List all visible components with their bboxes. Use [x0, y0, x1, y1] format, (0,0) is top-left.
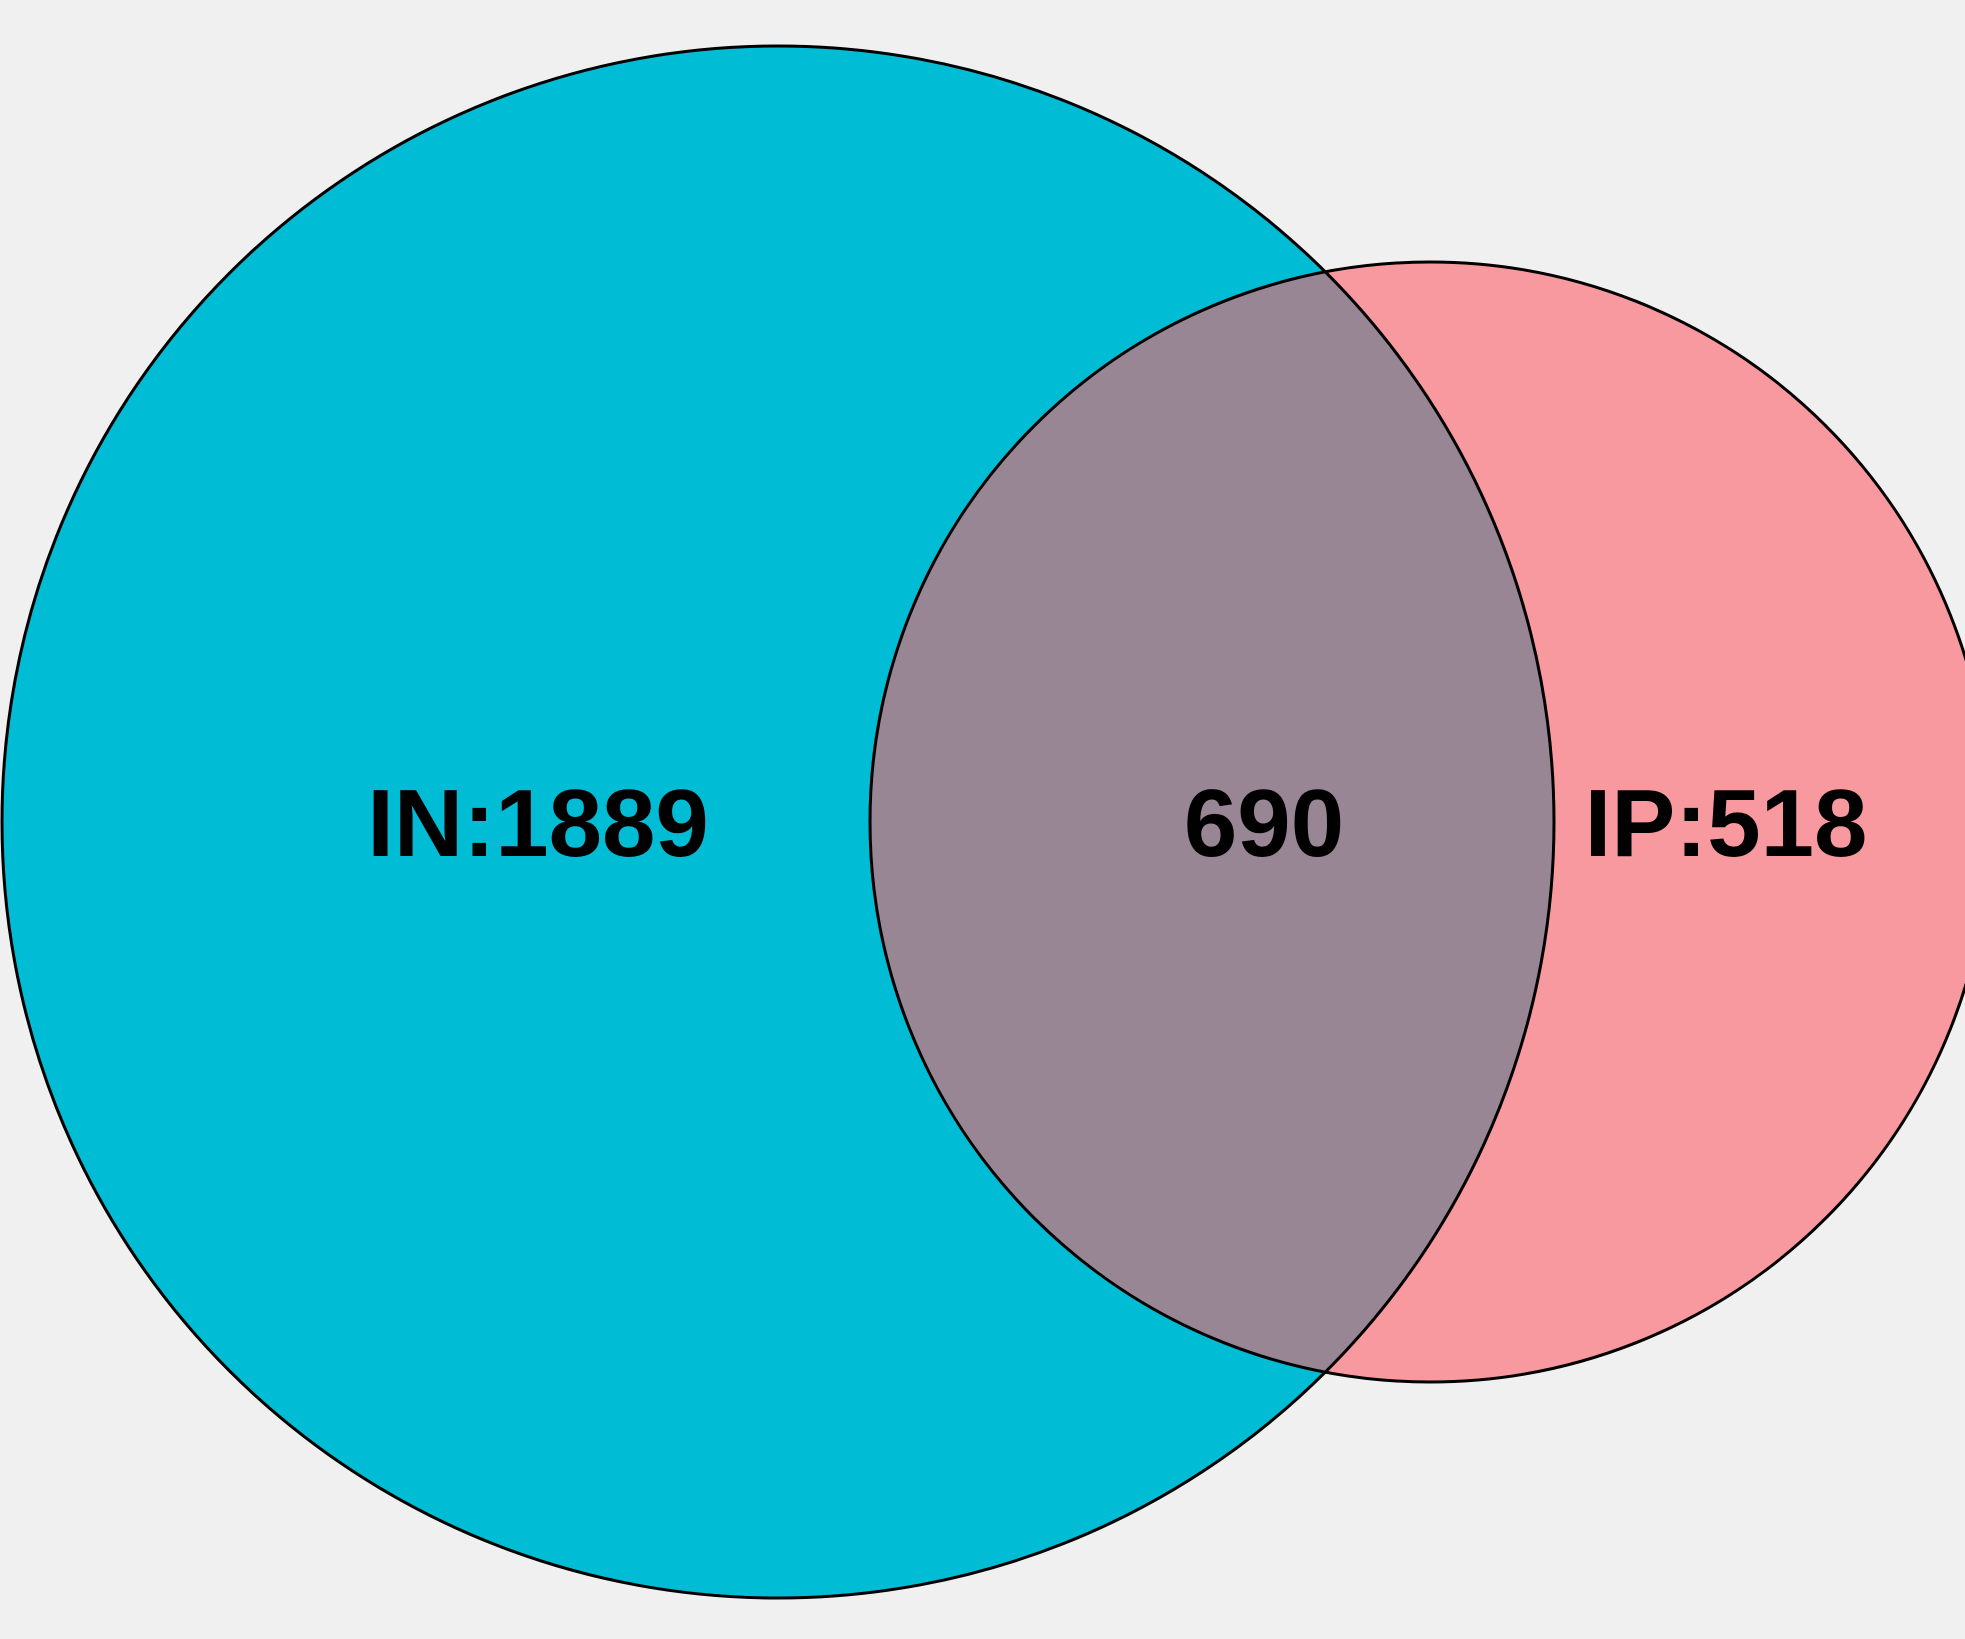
label-overlap: 690 [1184, 770, 1344, 877]
circle-ip-outline [868, 260, 1965, 1384]
overlap-region [870, 262, 1554, 1382]
label-ip: IP:518 [1585, 770, 1868, 877]
circle-in-outline [0, 44, 1556, 1600]
label-in: IN:1889 [367, 770, 709, 877]
